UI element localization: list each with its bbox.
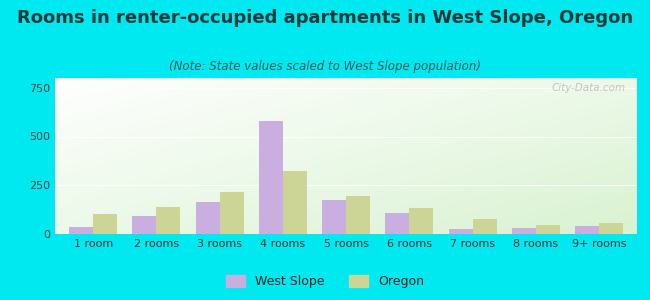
Bar [512, 228, 536, 234]
Bar [322, 200, 346, 234]
Legend: West Slope, Oregon: West Slope, Oregon [224, 273, 426, 291]
Bar [346, 196, 370, 234]
Bar [448, 229, 473, 234]
Bar [93, 214, 117, 234]
Bar [536, 225, 560, 234]
Text: (Note: State values scaled to West Slope population): (Note: State values scaled to West Slope… [169, 60, 481, 73]
Bar [69, 227, 93, 234]
Bar [196, 202, 220, 234]
Bar [157, 207, 181, 234]
Bar [473, 219, 497, 234]
Bar [410, 208, 434, 234]
Text: City-Data.com: City-Data.com [551, 83, 625, 93]
Bar [259, 121, 283, 234]
Bar [599, 223, 623, 234]
Bar [575, 226, 599, 234]
Bar [385, 212, 410, 234]
Bar [133, 217, 157, 234]
Bar [283, 171, 307, 234]
Bar [220, 192, 244, 234]
Text: Rooms in renter-occupied apartments in West Slope, Oregon: Rooms in renter-occupied apartments in W… [17, 9, 633, 27]
